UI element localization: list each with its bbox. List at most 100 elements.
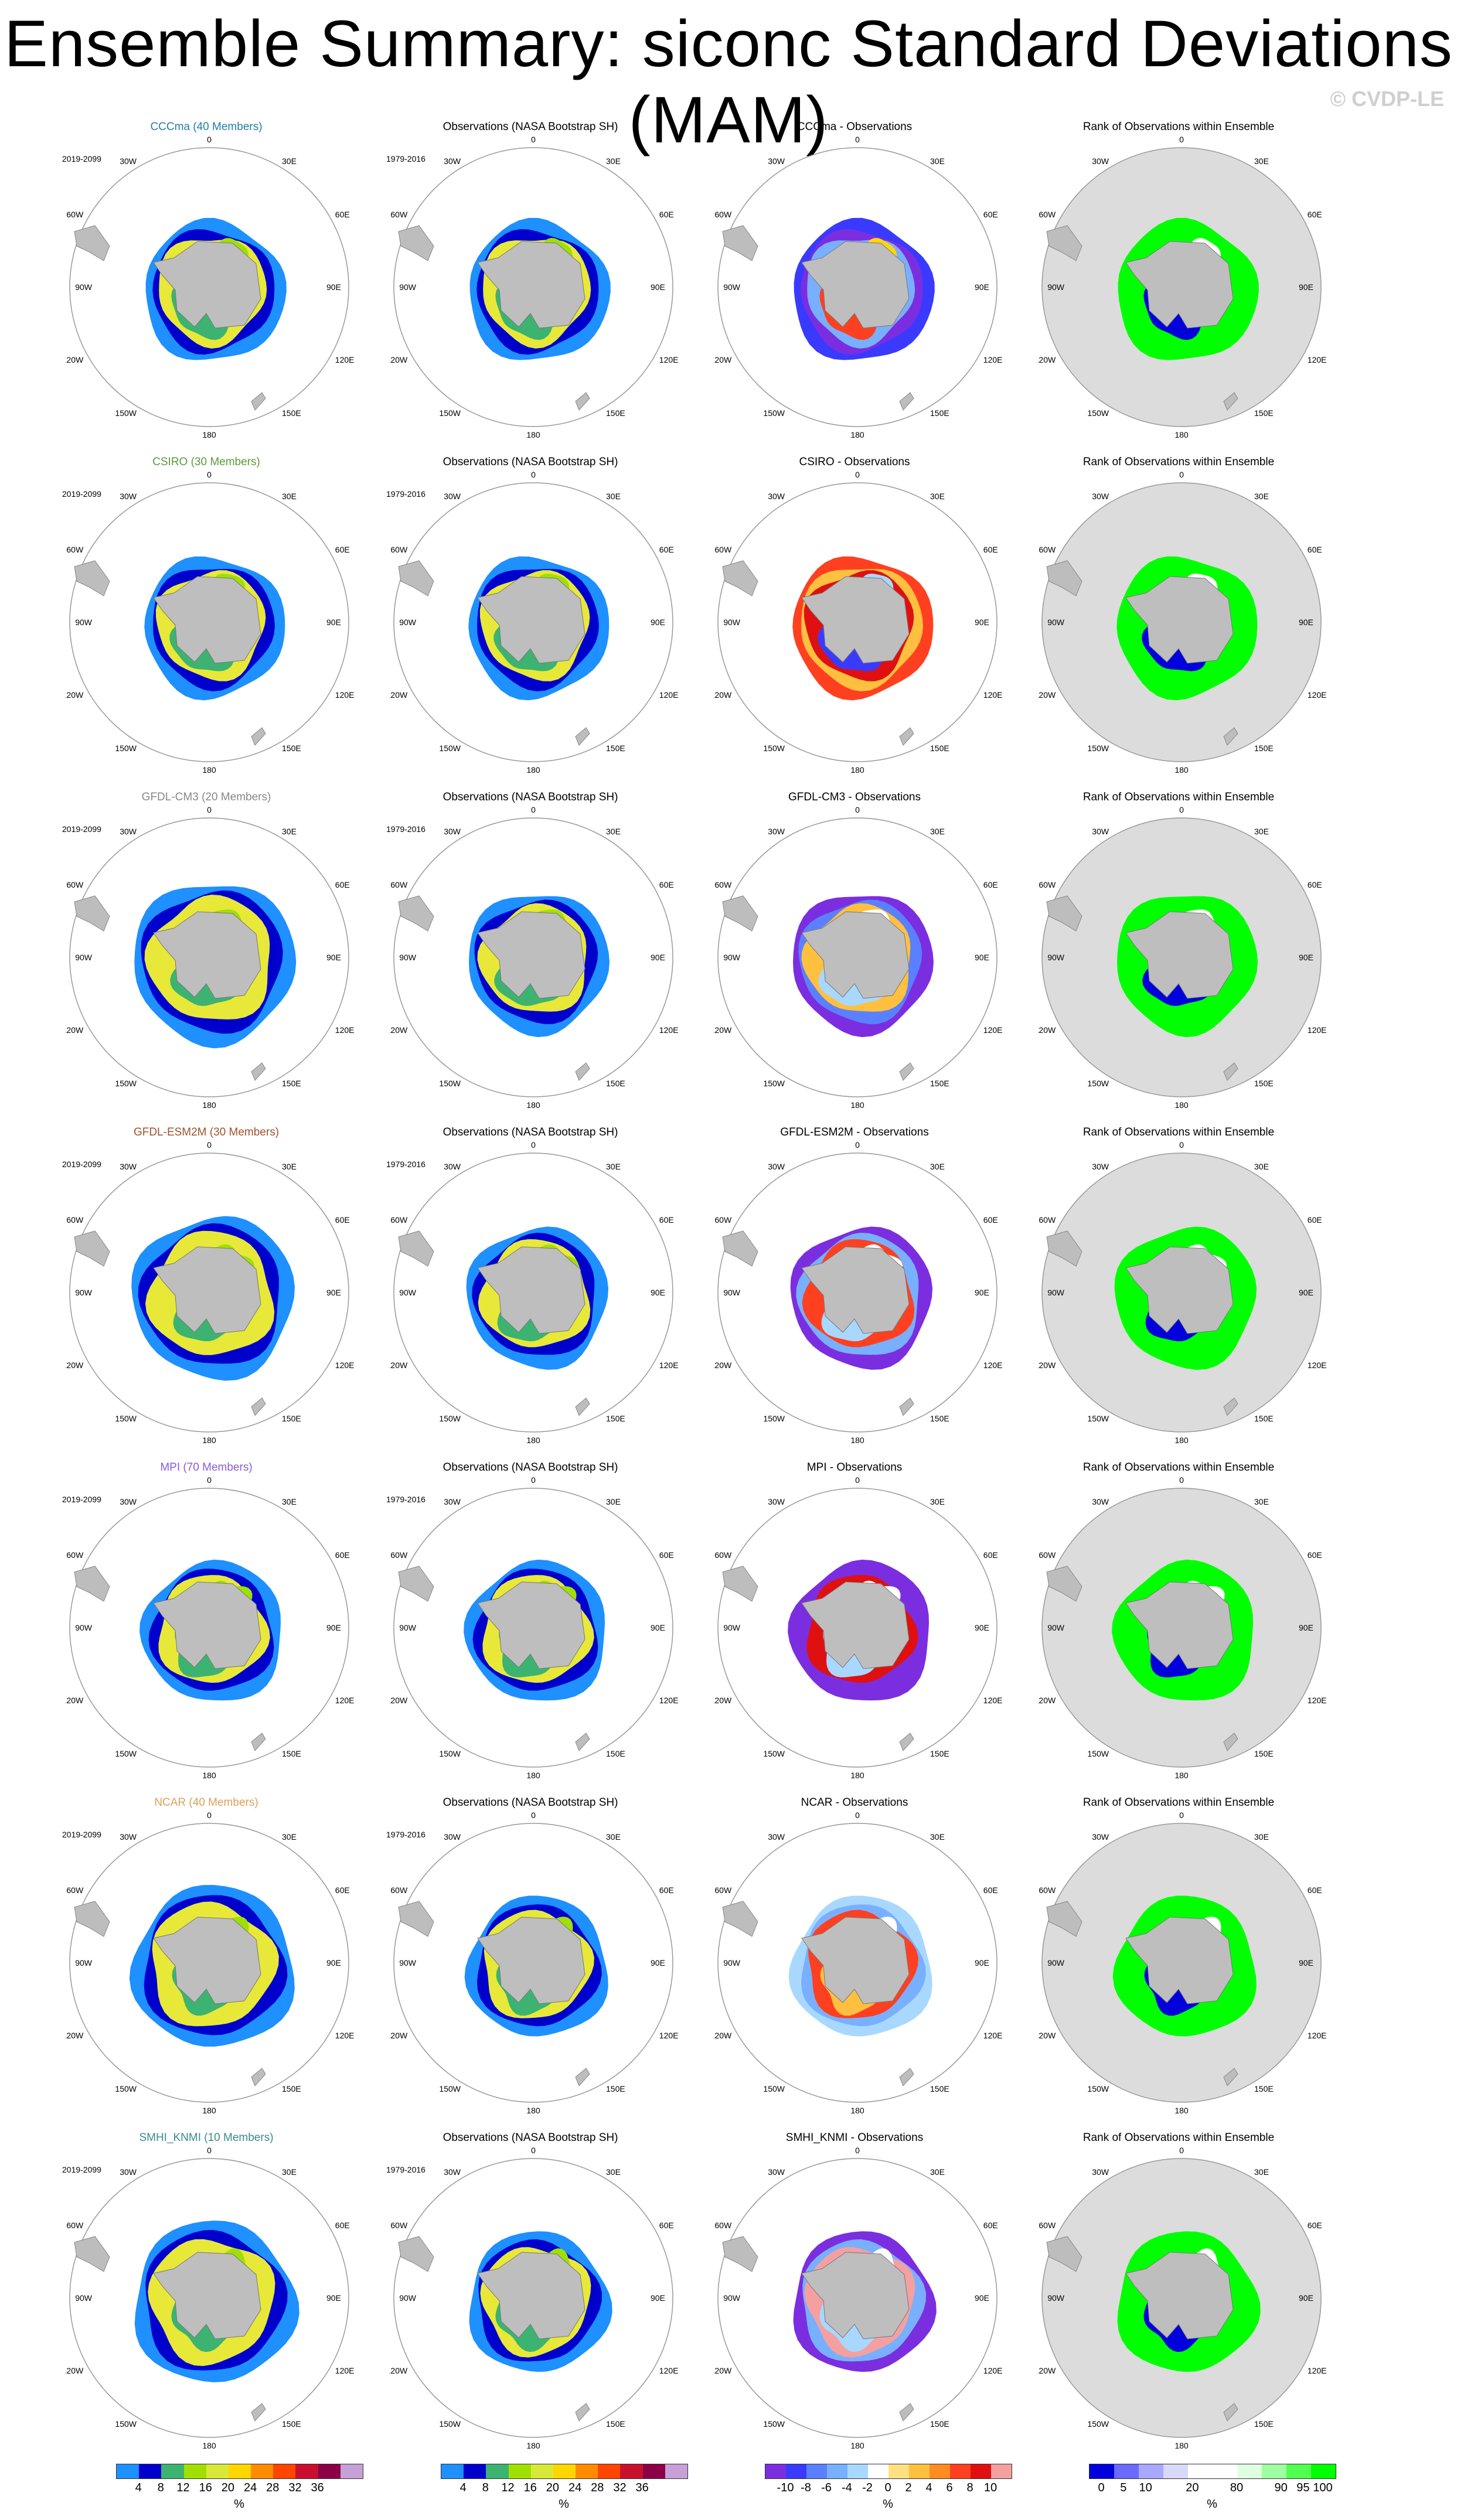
longitude-label: 120W bbox=[390, 1696, 408, 1705]
longitude-label: 180 bbox=[850, 2441, 864, 2450]
polar-map: 0 30E 60E 90E 120E 150E 180 150W 120W 90W 60W 30W bbox=[66, 805, 355, 1110]
longitude-label: 60W bbox=[66, 880, 84, 889]
longitude-label: 0 bbox=[531, 1810, 536, 1820]
longitude-label: 120W bbox=[390, 690, 408, 700]
colorbar-tick-label: 36 bbox=[635, 2481, 649, 2494]
longitude-label: 120E bbox=[1308, 690, 1327, 700]
longitude-label: 30E bbox=[930, 827, 945, 836]
model-panel-title: CCCma (40 Members) bbox=[150, 121, 263, 133]
colorbar-unit: % bbox=[883, 2498, 893, 2511]
polar-map: 0 30E 60E 90E 120E 150E 180 150W 120W 90W 60W 30W bbox=[390, 805, 679, 1110]
longitude-label: 90W bbox=[723, 282, 741, 292]
longitude-label: 120W bbox=[390, 2366, 408, 2375]
model-panel: GFDL-ESM2M (30 Members) 2019-2099 0 30E 60E 9… bbox=[30, 1126, 382, 1460]
new-zealand-land bbox=[1223, 1062, 1238, 1081]
longitude-label: 120W bbox=[66, 1360, 84, 1370]
longitude-label: 150W bbox=[115, 2084, 137, 2093]
longitude-label: 90E bbox=[1299, 1958, 1313, 1967]
colorbar-swatch bbox=[1237, 2464, 1262, 2478]
longitude-label: 90E bbox=[651, 618, 665, 627]
new-zealand-land bbox=[1223, 392, 1238, 411]
longitude-label: 120W bbox=[1038, 355, 1056, 364]
longitude-label: 180 bbox=[526, 1771, 540, 1780]
new-zealand-land bbox=[575, 1062, 590, 1081]
longitude-label: 30E bbox=[606, 1162, 621, 1171]
longitude-label: 120W bbox=[714, 355, 732, 364]
colorbar-swatch bbox=[1139, 2464, 1163, 2478]
colorbar-tick-label: 80 bbox=[1230, 2481, 1244, 2494]
longitude-label: 60E bbox=[335, 210, 350, 219]
model-panel-title: CSIRO (30 Members) bbox=[152, 456, 260, 468]
colorbar-tick-label: 4 bbox=[459, 2481, 467, 2494]
longitude-label: 120E bbox=[335, 1025, 355, 1035]
antarctica-land bbox=[1125, 911, 1234, 999]
south-america-land bbox=[722, 225, 758, 261]
new-zealand-land bbox=[251, 2403, 266, 2422]
longitude-label: 180 bbox=[526, 1100, 540, 1110]
longitude-label: 0 bbox=[531, 470, 536, 479]
longitude-label: 150W bbox=[439, 2084, 461, 2093]
longitude-label: 60E bbox=[983, 1550, 998, 1560]
longitude-label: 90W bbox=[399, 953, 417, 962]
longitude-label: 150E bbox=[930, 1414, 949, 1423]
longitude-label: 120W bbox=[1038, 2031, 1056, 2040]
colorbar-swatch bbox=[576, 2464, 598, 2478]
colorbar-swatch bbox=[786, 2464, 806, 2478]
longitude-label: 120E bbox=[659, 1025, 679, 1035]
longitude-label: 0 bbox=[531, 135, 536, 144]
longitude-label: 150W bbox=[763, 1079, 785, 1088]
longitude-label: 30E bbox=[930, 1162, 945, 1171]
longitude-label: 0 bbox=[855, 470, 860, 479]
longitude-label: 90E bbox=[651, 282, 665, 292]
longitude-label: 90E bbox=[651, 953, 665, 962]
colorbar-swatch bbox=[642, 2464, 665, 2478]
longitude-label: 150E bbox=[282, 408, 301, 418]
longitude-label: 120W bbox=[1038, 1360, 1056, 1370]
colorbar-tick-label: 24 bbox=[568, 2481, 582, 2494]
rank-panel: Rank of Observations within Ensemble 0 30E… bbox=[1003, 1126, 1354, 1460]
new-zealand-land bbox=[251, 1397, 266, 1416]
colorbar-swatch bbox=[1188, 2464, 1213, 2478]
longitude-label: 30W bbox=[768, 156, 785, 166]
colorbar-swatch bbox=[1090, 2464, 1114, 2478]
diff-panel: SMHI_KNMI - Observations 0 30E 60E 90E 120E 15… bbox=[679, 2131, 1030, 2465]
longitude-label: 120E bbox=[1308, 355, 1327, 364]
new-zealand-land bbox=[1223, 2403, 1238, 2422]
longitude-label: 90W bbox=[723, 1288, 741, 1297]
period-label: 1979-2016 bbox=[386, 1495, 425, 1504]
new-zealand-land bbox=[251, 1733, 266, 1751]
longitude-label: 60W bbox=[66, 545, 84, 554]
period-label: 2019-2099 bbox=[62, 2165, 101, 2174]
new-zealand-land bbox=[1223, 1397, 1238, 1416]
obs-panel: Observations (NASA Bootstrap SH) 1979-201… bbox=[355, 2131, 706, 2465]
longitude-label: 120E bbox=[335, 2366, 355, 2375]
colorbar-swatch bbox=[765, 2464, 786, 2478]
polar-map: 0 30E 60E 90E 120E 150E 180 150W 120W 90W 60W 30W bbox=[390, 2146, 679, 2450]
longitude-label: 150E bbox=[930, 1749, 949, 1758]
longitude-label: 30W bbox=[444, 492, 461, 501]
period-label: 2019-2099 bbox=[62, 154, 101, 163]
longitude-label: 30W bbox=[444, 2167, 461, 2177]
longitude-label: 150W bbox=[439, 744, 461, 753]
longitude-label: 30W bbox=[768, 1162, 785, 1171]
colorbar-tick-label: 95 bbox=[1296, 2481, 1310, 2494]
longitude-label: 0 bbox=[855, 1810, 860, 1820]
longitude-label: 0 bbox=[1179, 470, 1184, 479]
longitude-label: 90W bbox=[723, 1958, 741, 1967]
new-zealand-land bbox=[1223, 727, 1238, 746]
south-america-land bbox=[1046, 2236, 1082, 2272]
south-america-land bbox=[722, 1566, 758, 1602]
colorbar-tick-label: 10 bbox=[1139, 2481, 1152, 2494]
antarctica-land bbox=[153, 1246, 261, 1334]
antarctica-land bbox=[801, 1246, 910, 1334]
longitude-label: 120E bbox=[1308, 2366, 1327, 2375]
antarctica-land bbox=[1125, 2252, 1234, 2340]
colorbar-swatch bbox=[665, 2464, 687, 2478]
longitude-label: 30W bbox=[120, 1162, 137, 1171]
colorbar-tick-label: 28 bbox=[591, 2481, 604, 2494]
longitude-label: 60W bbox=[714, 880, 732, 889]
longitude-label: 90E bbox=[975, 2293, 989, 2303]
obs-panel-title: Observations (NASA Bootstrap SH) bbox=[442, 1796, 618, 1809]
period-label: 2019-2099 bbox=[62, 1160, 101, 1169]
longitude-label: 60E bbox=[983, 1885, 998, 1895]
